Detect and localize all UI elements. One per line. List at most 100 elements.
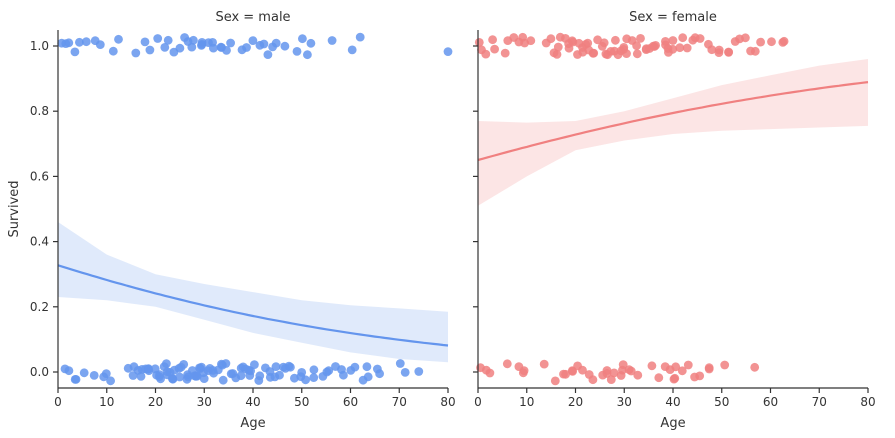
data-point-female-survived — [526, 36, 536, 46]
data-point-male-survived — [292, 47, 302, 56]
data-point-male-survived — [226, 38, 236, 48]
data-point-male-survived — [140, 37, 150, 47]
data-point-female-survived — [678, 33, 688, 43]
data-point-male-died — [375, 369, 384, 379]
data-point-male-died — [101, 369, 111, 378]
data-point-female-survived — [593, 35, 602, 45]
data-point-female-died — [633, 370, 643, 380]
data-point-female-died — [502, 359, 512, 369]
data-point-male-died — [64, 366, 74, 376]
x-tick-label: 0 — [474, 395, 482, 409]
data-point-male-survived — [280, 41, 290, 51]
data-point-male-died — [89, 371, 99, 380]
data-point-male-died — [250, 360, 259, 369]
data-point-female-survived — [636, 34, 645, 43]
data-point-male-survived — [131, 48, 141, 58]
data-point-male-survived — [163, 35, 173, 45]
data-point-female-died — [654, 373, 664, 383]
x-tick-label: 20 — [568, 395, 583, 409]
data-point-male-survived — [64, 38, 74, 48]
data-point-male-survived — [75, 37, 84, 47]
data-point-male-survived — [187, 42, 197, 52]
x-tick-label: 80 — [440, 395, 455, 409]
data-point-male-survived — [259, 39, 269, 49]
data-point-female-died — [669, 374, 679, 384]
data-point-male-died — [395, 359, 405, 368]
data-point-male-died — [71, 375, 81, 384]
x-ticks-male: 0 10 20 30 40 50 60 70 80 — [54, 388, 456, 409]
data-point-female-survived — [707, 45, 717, 55]
x-tick-label: 30 — [617, 395, 632, 409]
data-point-male-died — [236, 371, 246, 381]
x-tick-label: 20 — [148, 395, 163, 409]
points-male — [57, 32, 453, 386]
confidence-band-area-male — [58, 222, 448, 363]
data-point-female-died — [550, 376, 560, 386]
data-point-female-survived — [481, 49, 491, 59]
data-point-male-died — [324, 366, 334, 376]
data-point-male-died — [255, 371, 265, 381]
data-point-male-survived — [327, 36, 337, 45]
data-point-male-died — [301, 375, 310, 385]
data-point-female-survived — [767, 37, 776, 47]
data-point-male-died — [159, 362, 169, 371]
data-point-female-survived — [622, 49, 631, 58]
regression-line-male — [57, 264, 449, 347]
data-point-female-survived — [750, 46, 760, 56]
data-point-male-survived — [443, 47, 453, 56]
data-point-male-died — [168, 374, 178, 384]
data-point-female-survived — [613, 50, 623, 60]
data-point-female-died — [485, 368, 495, 378]
data-point-male-survived — [271, 38, 281, 48]
x-tick-label: 60 — [343, 395, 358, 409]
data-point-male-survived — [298, 34, 307, 44]
data-point-male-died — [136, 372, 146, 381]
x-tick-label: 30 — [197, 395, 212, 409]
data-point-male-survived — [81, 37, 91, 47]
facet-title-female: Sex = female — [629, 10, 717, 25]
data-point-female-died — [519, 366, 529, 375]
data-point-male-survived — [95, 40, 105, 49]
data-point-female-survived — [690, 33, 700, 43]
data-point-male-survived — [347, 45, 357, 55]
data-point-male-died — [363, 372, 373, 382]
data-point-male-survived — [197, 40, 207, 49]
x-tick-label: 50 — [294, 395, 309, 409]
data-point-female-died — [588, 375, 598, 385]
data-point-male-died — [339, 370, 348, 380]
data-point-female-survived — [500, 48, 510, 58]
data-point-female-died — [695, 371, 705, 381]
data-point-male-survived — [263, 50, 273, 59]
y-ticks-male: 0.0 0.2 0.4 0.6 0.8 1.0 — [30, 39, 58, 379]
data-point-female-died — [677, 366, 687, 376]
fit-line-male — [57, 264, 449, 347]
data-point-male-died — [246, 366, 256, 376]
x-tick-label: 70 — [812, 395, 827, 409]
data-point-male-survived — [189, 35, 198, 45]
x-axis-label-male: Age — [240, 416, 265, 431]
data-point-male-died — [106, 376, 115, 386]
data-point-male-died — [156, 374, 166, 384]
data-point-female-survived — [611, 35, 620, 45]
data-point-male-died — [79, 368, 89, 378]
data-point-female-survived — [490, 44, 499, 54]
data-point-female-survived — [651, 41, 660, 50]
y-tick-label: 0.4 — [30, 235, 49, 249]
data-point-male-died — [275, 370, 284, 380]
data-point-female-survived — [661, 37, 670, 46]
y-ticks-female — [473, 45, 478, 373]
facet-male: Sex = male 0 10 20 30 40 50 60 70 80 0.00.20.40.… — [7, 10, 456, 431]
data-point-female-died — [602, 369, 612, 378]
data-point-male-died — [400, 368, 410, 377]
data-point-female-died — [618, 365, 627, 375]
data-point-male-died — [179, 360, 189, 369]
data-point-male-survived — [248, 36, 258, 45]
data-point-female-survived — [675, 43, 685, 53]
data-point-male-died — [309, 365, 319, 375]
data-point-female-survived — [474, 38, 484, 47]
x-axis-label-female: Age — [660, 416, 685, 431]
x-tick-label: 80 — [860, 395, 875, 409]
data-point-male-survived — [153, 34, 163, 43]
data-point-male-died — [271, 362, 281, 371]
